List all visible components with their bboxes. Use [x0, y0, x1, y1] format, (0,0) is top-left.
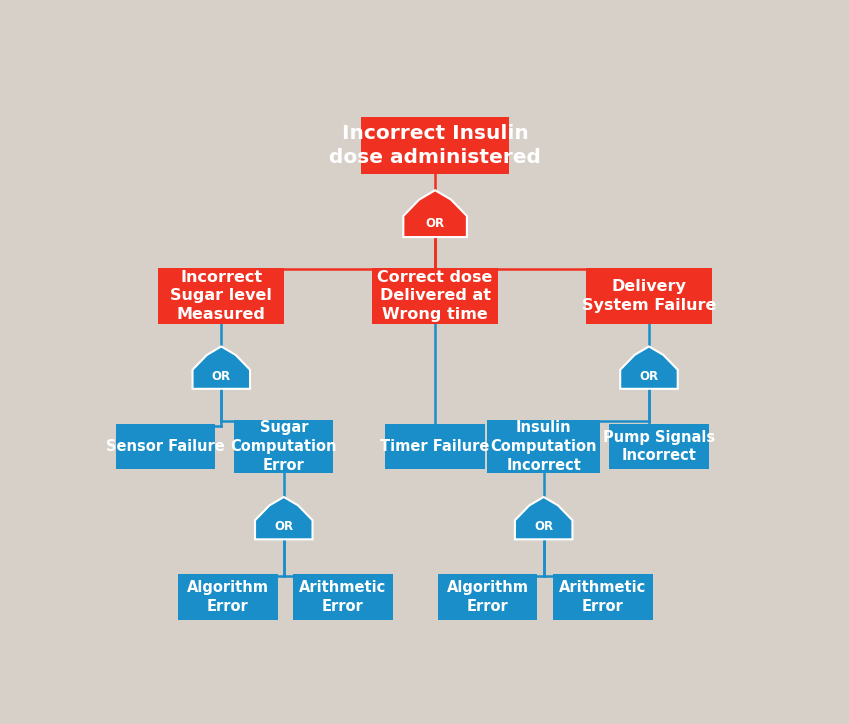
Text: OR: OR	[534, 520, 554, 533]
Text: Delivery
System Failure: Delivery System Failure	[582, 279, 717, 313]
Text: Timer Failure: Timer Failure	[380, 439, 490, 454]
Text: OR: OR	[211, 369, 231, 382]
Text: OR: OR	[274, 520, 294, 533]
PathPatch shape	[621, 347, 678, 389]
Text: Arithmetic
Error: Arithmetic Error	[300, 580, 386, 614]
PathPatch shape	[193, 347, 250, 389]
PathPatch shape	[255, 497, 312, 539]
FancyBboxPatch shape	[586, 268, 711, 324]
Text: Arithmetic
Error: Arithmetic Error	[559, 580, 647, 614]
Text: Sensor Failure: Sensor Failure	[106, 439, 225, 454]
FancyBboxPatch shape	[385, 424, 485, 469]
Text: Pump Signals
Incorrect: Pump Signals Incorrect	[603, 429, 715, 463]
Text: Insulin
Computation
Incorrect: Insulin Computation Incorrect	[491, 421, 597, 473]
FancyBboxPatch shape	[361, 117, 509, 174]
Text: Correct dose
Delivered at
Wrong time: Correct dose Delivered at Wrong time	[378, 270, 492, 322]
FancyBboxPatch shape	[293, 574, 393, 620]
Text: Algorithm
Error: Algorithm Error	[187, 580, 269, 614]
Text: Algorithm
Error: Algorithm Error	[447, 580, 529, 614]
Text: OR: OR	[425, 216, 445, 230]
FancyBboxPatch shape	[234, 420, 334, 473]
FancyBboxPatch shape	[178, 574, 278, 620]
PathPatch shape	[403, 190, 467, 237]
FancyBboxPatch shape	[609, 424, 709, 469]
FancyBboxPatch shape	[554, 574, 653, 620]
FancyBboxPatch shape	[159, 268, 284, 324]
Text: Incorrect
Sugar level
Measured: Incorrect Sugar level Measured	[171, 270, 273, 322]
FancyBboxPatch shape	[115, 424, 215, 469]
FancyBboxPatch shape	[438, 574, 537, 620]
FancyBboxPatch shape	[487, 420, 600, 473]
Text: Incorrect Insulin
dose administered: Incorrect Insulin dose administered	[329, 124, 541, 167]
Text: Sugar
Computation
Error: Sugar Computation Error	[231, 421, 337, 473]
FancyBboxPatch shape	[372, 268, 498, 324]
PathPatch shape	[515, 497, 572, 539]
Text: OR: OR	[639, 369, 659, 382]
